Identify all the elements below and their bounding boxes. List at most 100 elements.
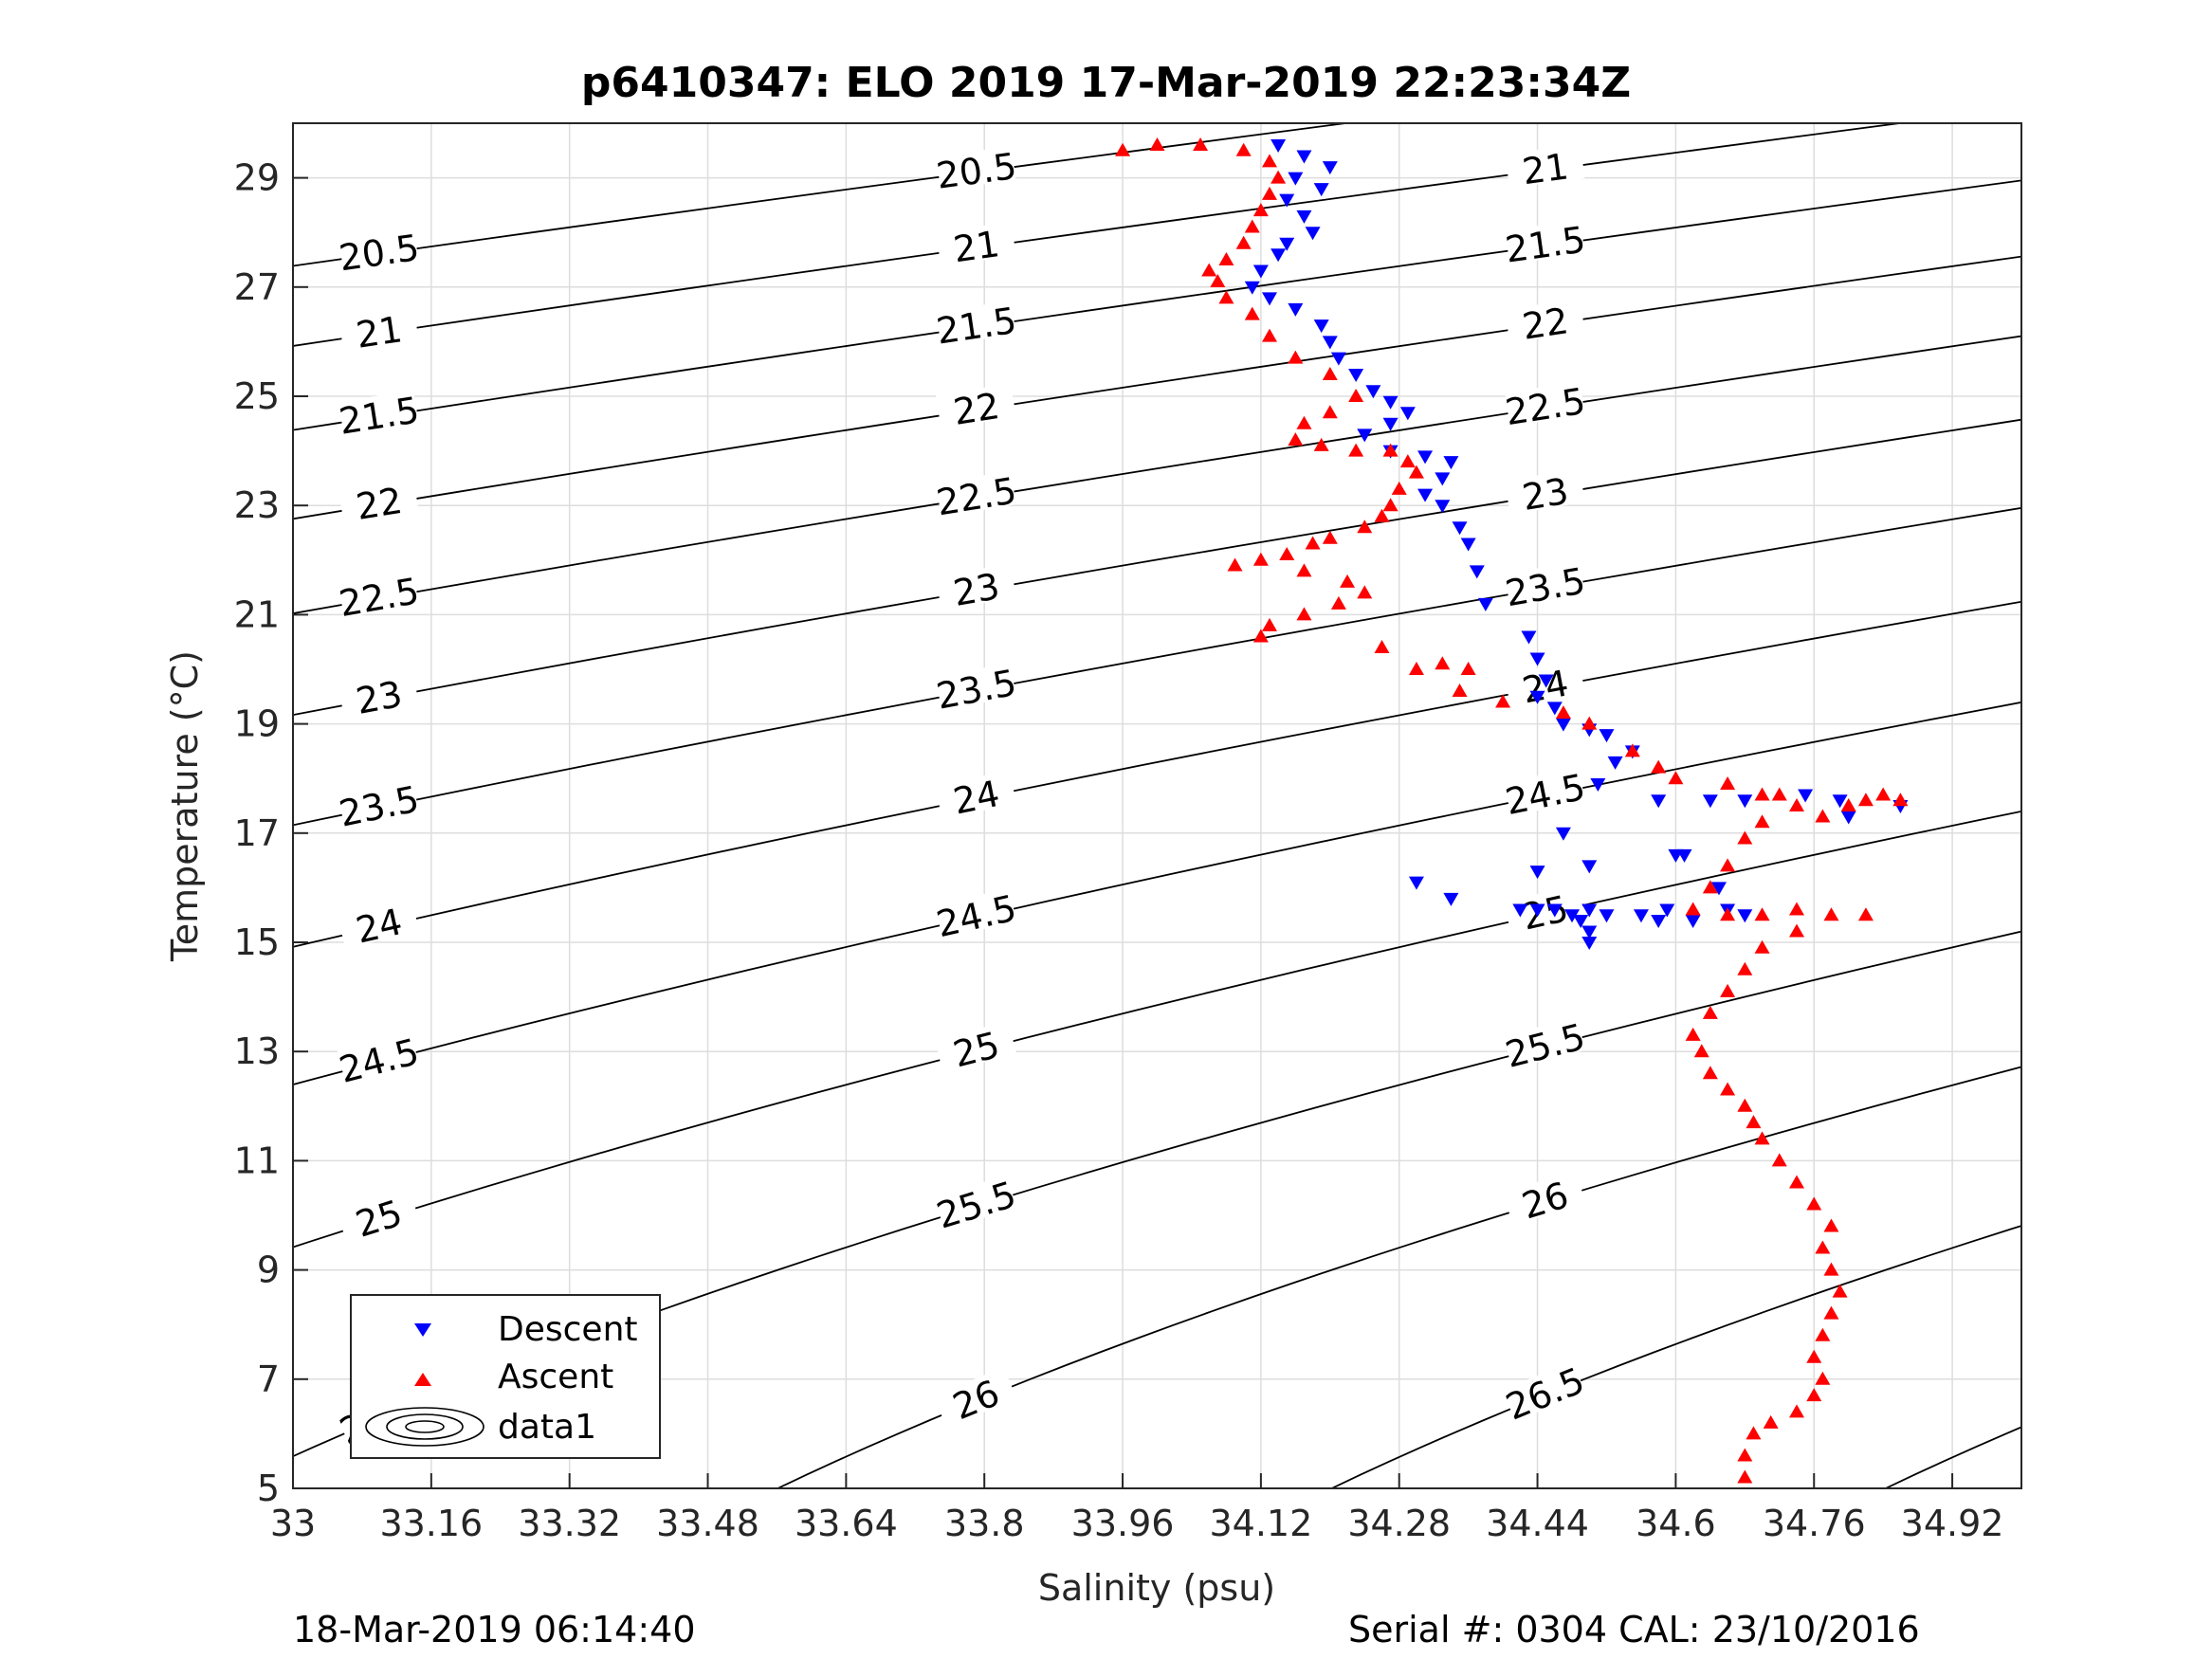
ascent-point xyxy=(1218,290,1234,304)
ascent-point xyxy=(1305,536,1321,550)
ascent-point xyxy=(1322,405,1338,419)
ascent-point xyxy=(1823,1218,1839,1232)
x-tick-label: 33.32 xyxy=(518,1503,621,1544)
ascent-point xyxy=(1252,203,1269,217)
descent-point xyxy=(1659,903,1675,918)
x-tick-label: 33 xyxy=(270,1503,316,1544)
ascent-point xyxy=(1244,219,1260,233)
descent-point xyxy=(1322,336,1338,350)
ascent-point xyxy=(1581,716,1598,730)
ascent-point xyxy=(1235,142,1252,156)
ascent-point xyxy=(1789,902,1805,916)
legend-descent-label: Descent xyxy=(498,1310,638,1349)
descent-point xyxy=(1443,892,1459,906)
ascent-point xyxy=(1244,306,1260,320)
descent-point xyxy=(1555,718,1571,732)
ascent-point xyxy=(1763,1414,1779,1429)
footer-timestamp: 18-Mar-2019 06:14:40 xyxy=(293,1609,696,1650)
ascent-point xyxy=(1892,793,1909,807)
ascent-point xyxy=(1720,775,1736,790)
descent-point xyxy=(1330,352,1346,366)
ascent-point xyxy=(1806,1349,1822,1363)
isopycnal-line xyxy=(293,930,2021,1458)
ascent-point xyxy=(1330,595,1346,610)
ascent-point xyxy=(1348,389,1364,402)
legend-ascent-marker xyxy=(414,1373,431,1386)
ascent-point xyxy=(1382,498,1398,512)
ascent-point xyxy=(1823,1305,1839,1320)
ascent-point xyxy=(1737,1098,1753,1112)
chart-title: p6410347: ELO 2019 17-Mar-2019 22:23:34Z xyxy=(580,59,1632,107)
descent-point xyxy=(1521,630,1537,645)
ascent-point xyxy=(1806,1388,1822,1402)
contour-labels: 20.520.521212121.521.521.522222222.522.5… xyxy=(334,144,1590,1452)
descent-point xyxy=(1348,368,1364,382)
ascent-point xyxy=(1720,1082,1736,1096)
ascent-point xyxy=(1288,350,1304,364)
ascent-point xyxy=(1624,743,1640,757)
descent-point xyxy=(1798,789,1814,803)
ascent-point xyxy=(1193,137,1209,152)
descent-point xyxy=(1599,909,1615,923)
ascent-point xyxy=(1374,639,1390,653)
ascent-point xyxy=(1693,1044,1709,1058)
contour-label: 22 xyxy=(1520,300,1571,348)
ascent-point xyxy=(1720,858,1736,872)
ascent-point xyxy=(1720,907,1736,921)
descent-point xyxy=(1252,264,1269,279)
y-tick-label: 5 xyxy=(257,1468,280,1509)
ascent-point xyxy=(1754,814,1770,829)
ascent-point xyxy=(1391,481,1407,495)
descent-point xyxy=(1417,488,1434,502)
y-tick-label: 19 xyxy=(234,703,280,745)
plot-area xyxy=(293,123,2021,1488)
x-tick-label: 33.48 xyxy=(656,1503,759,1544)
descent-point xyxy=(1435,500,1451,514)
ascent-point xyxy=(1789,1175,1805,1189)
x-tick-label: 33.96 xyxy=(1071,1503,1175,1544)
ascent-point xyxy=(1322,530,1338,544)
y-tick-label: 15 xyxy=(234,921,280,963)
ascent-point xyxy=(1313,437,1329,451)
y-tick-label: 17 xyxy=(234,812,280,854)
descent-point xyxy=(1529,652,1545,666)
descent-point xyxy=(1382,395,1398,410)
ascent-point xyxy=(1357,585,1373,599)
ascent-point xyxy=(1408,662,1424,675)
ascent-point xyxy=(1737,1469,1753,1484)
descent-point xyxy=(1581,925,1598,939)
ascent-point xyxy=(1875,787,1892,801)
ascent-point xyxy=(1261,617,1277,631)
descent-point xyxy=(1305,227,1321,241)
descent-point xyxy=(1477,597,1493,611)
ascent-series xyxy=(1115,137,1909,1484)
ascent-point xyxy=(1815,809,1831,823)
descent-point xyxy=(1590,777,1606,792)
y-axis: 5 7 9 11 13 15 17 19 21 23 25 27 29 xyxy=(234,157,308,1509)
descent-point xyxy=(1435,472,1451,486)
ascent-point xyxy=(1357,520,1373,534)
ascent-point xyxy=(1815,1327,1831,1341)
descent-point xyxy=(1271,139,1287,154)
ascent-point xyxy=(1685,1027,1701,1041)
descent-point xyxy=(1737,909,1753,923)
descent-point xyxy=(1261,292,1277,306)
ascent-point xyxy=(1771,787,1787,801)
ascent-point xyxy=(1296,415,1312,429)
ascent-point xyxy=(1408,465,1424,479)
ascent-point xyxy=(1737,1448,1753,1462)
ascent-point xyxy=(1115,142,1131,156)
ascent-point xyxy=(1832,1284,1848,1298)
isopycnal-line xyxy=(1329,1225,2021,1488)
ascent-point xyxy=(1252,552,1269,566)
descent-series xyxy=(1244,139,1909,950)
descent-point xyxy=(1469,565,1485,579)
ascent-point xyxy=(1685,902,1701,916)
x-tick-label: 34.28 xyxy=(1347,1503,1451,1544)
ascent-point xyxy=(1201,263,1217,277)
contour-label: 23 xyxy=(950,565,1002,614)
descent-point xyxy=(1555,827,1571,841)
ascent-point xyxy=(1555,705,1571,720)
ascent-point xyxy=(1149,137,1165,152)
x-axis: 33 33.16 33.32 33.48 33.64 33.8 33.96 34.12 34.2… xyxy=(270,1473,2003,1544)
